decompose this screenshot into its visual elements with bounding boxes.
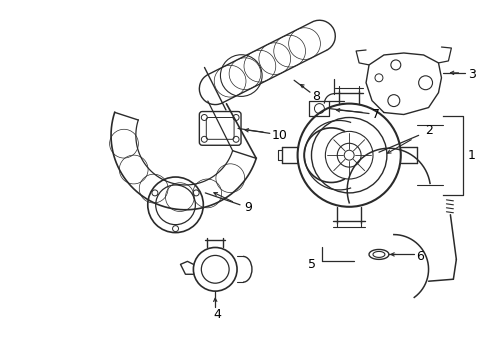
Text: 3: 3 — [468, 68, 475, 81]
Text: 9: 9 — [244, 201, 251, 214]
Text: 7: 7 — [371, 108, 379, 121]
Text: 5: 5 — [308, 258, 316, 271]
Text: 8: 8 — [311, 90, 319, 103]
Text: 1: 1 — [467, 149, 474, 162]
Text: 4: 4 — [213, 309, 221, 321]
Text: 6: 6 — [415, 250, 423, 263]
Text: 10: 10 — [271, 129, 287, 142]
Text: 2: 2 — [424, 124, 431, 137]
